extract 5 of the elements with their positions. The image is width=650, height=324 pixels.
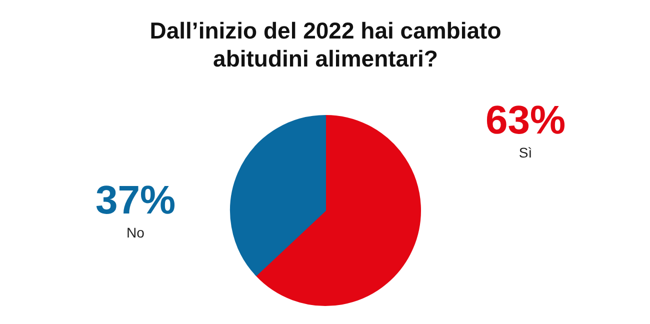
data-label: 37% (95, 178, 176, 222)
data-label: 63% (485, 98, 566, 142)
slice-label: No (126, 224, 145, 240)
chart-title: Dall’inizio del 2022 hai cambiato abitudini alimentari? (150, 18, 502, 72)
slice-label: Sì (518, 144, 532, 160)
